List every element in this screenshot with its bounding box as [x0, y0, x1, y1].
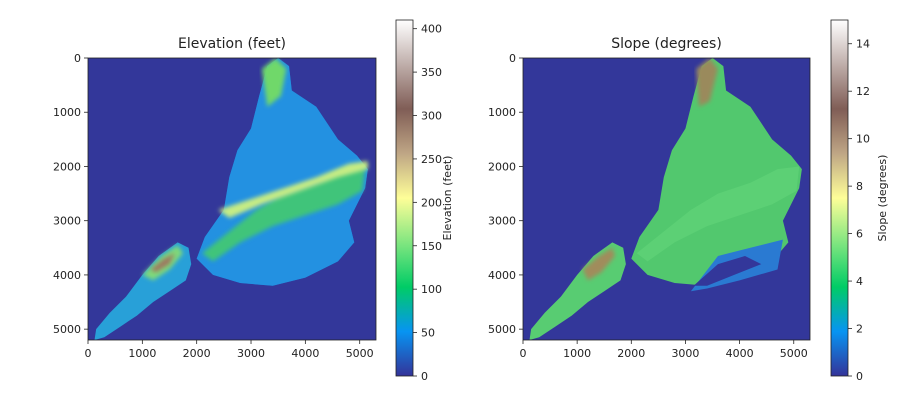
- x-tick-label: 4000: [726, 347, 754, 360]
- x-tick-label: 3000: [671, 347, 699, 360]
- heatmap-region: [261, 58, 287, 107]
- colorbar-tick-label: 0: [421, 370, 428, 383]
- colorbar-tick-label: 2: [856, 323, 863, 336]
- y-tick-label: 1000: [488, 106, 516, 119]
- x-tick-label: 3000: [237, 347, 265, 360]
- y-tick-label: 3000: [53, 215, 81, 228]
- colorbar-label: Elevation (feet): [441, 156, 454, 241]
- x-tick-label: 4000: [291, 347, 319, 360]
- heatmap-region: [696, 58, 718, 107]
- y-tick-label: 4000: [488, 269, 516, 282]
- chart-panel-elevation: Elevation (feet)0 1000 2000 3000 4000 5000010…: [53, 19, 454, 383]
- x-tick-label: 1000: [128, 347, 156, 360]
- y-tick-label: 4000: [53, 269, 81, 282]
- heatmap-region: [636, 166, 800, 262]
- heatmap-region: [150, 253, 175, 273]
- x-tick-label: 5000: [346, 347, 374, 360]
- y-tick-label: 2000: [488, 160, 516, 173]
- heatmap-region: [582, 247, 616, 281]
- y-tick-label: 0: [74, 52, 81, 65]
- axes-frame: [87, 57, 377, 341]
- heatmap-region: [693, 255, 762, 286]
- x-tick-label: 0: [520, 347, 527, 360]
- colorbar-tick-label: 0: [856, 370, 863, 383]
- colorbar: [395, 19, 414, 377]
- y-tick-label: 5000: [53, 323, 81, 336]
- y-tick-label: 3000: [488, 215, 516, 228]
- colorbar-tick-label: 150: [421, 240, 442, 253]
- chart-panel-slope: Slope (degrees)0 1000 2000 3000 4000 50000100…: [488, 19, 889, 383]
- colorbar-tick-label: 350: [421, 66, 442, 79]
- colorbar: [830, 19, 849, 377]
- y-tick-label: 1000: [53, 106, 81, 119]
- colorbar-label: Slope (degrees): [876, 155, 889, 242]
- colorbar-tick-label: 100: [421, 283, 442, 296]
- colorbar-tick-label: 8: [856, 180, 863, 193]
- x-tick-label: 2000: [183, 347, 211, 360]
- colorbar-tick-label: 14: [856, 38, 870, 51]
- chart-title: Slope (degrees): [611, 36, 722, 52]
- chart-title: Elevation (feet): [178, 36, 286, 52]
- x-tick-label: 2000: [617, 347, 645, 360]
- colorbar-tick-label: 50: [421, 327, 435, 340]
- y-tick-label: 5000: [488, 323, 516, 336]
- colorbar-tick-label: 400: [421, 23, 442, 36]
- colorbar-tick-label: 4: [856, 275, 863, 288]
- heatmap-image: [529, 58, 802, 340]
- axes-frame: [522, 57, 811, 341]
- colorbar-tick-label: 10: [856, 133, 870, 146]
- x-tick-label: 1000: [563, 347, 591, 360]
- y-tick-label: 2000: [53, 160, 81, 173]
- colorbar-tick-label: 12: [856, 85, 870, 98]
- colorbar-tick-label: 6: [856, 228, 863, 241]
- colorbar-tick-label: 200: [421, 196, 442, 209]
- x-tick-label: 0: [85, 347, 92, 360]
- heatmap-region: [218, 161, 368, 218]
- y-tick-label: 0: [509, 52, 516, 65]
- colorbar-tick-label: 300: [421, 110, 442, 123]
- heatmap-region: [202, 166, 366, 262]
- heatmap-image: [94, 58, 368, 340]
- colorbar-tick-label: 250: [421, 153, 442, 166]
- x-tick-label: 5000: [780, 347, 808, 360]
